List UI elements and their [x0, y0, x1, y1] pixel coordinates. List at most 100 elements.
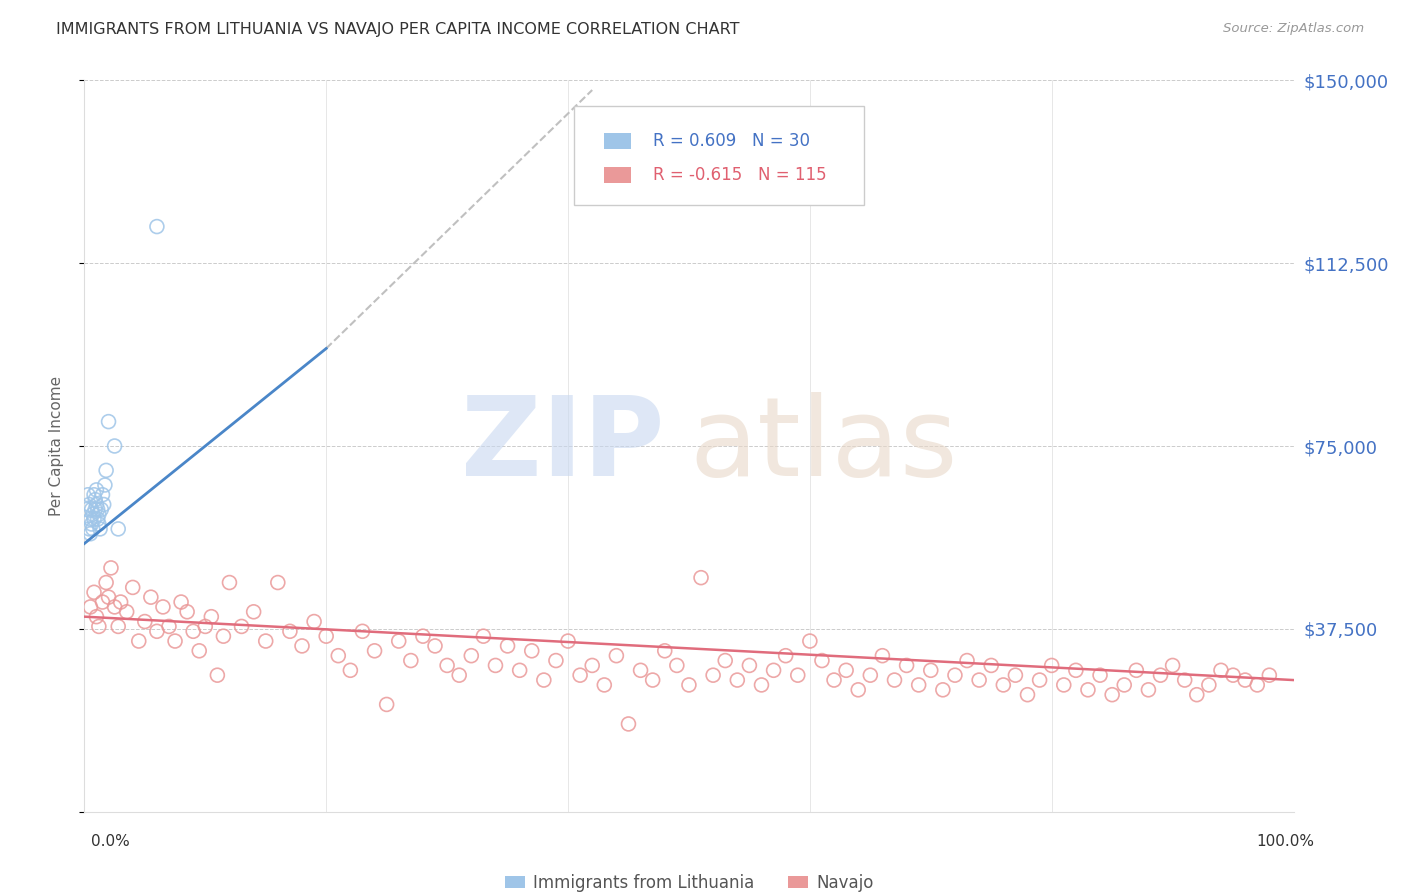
Point — [83, 585, 105, 599]
Point — [82, 522, 104, 536]
Point — [79, 599, 101, 614]
Point — [188, 644, 211, 658]
Point — [811, 654, 834, 668]
Text: 100.0%: 100.0% — [1257, 834, 1315, 849]
Point — [509, 663, 531, 677]
Point — [665, 658, 688, 673]
Point — [1053, 678, 1076, 692]
Point — [194, 619, 217, 633]
Point — [79, 512, 101, 526]
Point — [1040, 658, 1063, 673]
Point — [97, 415, 120, 429]
Point — [86, 609, 108, 624]
Point — [267, 575, 290, 590]
Point — [83, 512, 105, 526]
Point — [291, 639, 314, 653]
Point — [242, 605, 264, 619]
Point — [1258, 668, 1281, 682]
Point — [460, 648, 482, 663]
Point — [134, 615, 156, 629]
Point — [176, 605, 198, 619]
Point — [87, 508, 110, 522]
Point — [1017, 688, 1039, 702]
Point — [86, 512, 108, 526]
Point — [557, 634, 579, 648]
Point — [823, 673, 845, 687]
Text: 0.0%: 0.0% — [91, 834, 131, 849]
Point — [86, 498, 108, 512]
Point — [544, 654, 567, 668]
Point — [104, 599, 127, 614]
Point — [775, 648, 797, 663]
FancyBboxPatch shape — [605, 133, 631, 149]
Text: IMMIGRANTS FROM LITHUANIA VS NAVAJO PER CAPITA INCOME CORRELATION CHART: IMMIGRANTS FROM LITHUANIA VS NAVAJO PER … — [56, 22, 740, 37]
Point — [1234, 673, 1257, 687]
Point — [751, 678, 773, 692]
Point — [278, 624, 301, 639]
Point — [520, 644, 543, 658]
Text: R = -0.615   N = 115: R = -0.615 N = 115 — [652, 167, 827, 185]
Point — [200, 609, 222, 624]
Point — [121, 581, 143, 595]
Point — [846, 682, 869, 697]
Point — [146, 219, 169, 234]
Point — [352, 624, 374, 639]
Point — [484, 658, 506, 673]
Point — [533, 673, 555, 687]
Point — [436, 658, 458, 673]
Point — [139, 590, 162, 604]
Point — [87, 516, 110, 531]
Point — [207, 668, 229, 682]
Point — [1004, 668, 1026, 682]
Point — [932, 682, 955, 697]
Point — [956, 654, 979, 668]
Point — [1149, 668, 1171, 682]
Point — [714, 654, 737, 668]
Point — [799, 634, 821, 648]
Point — [302, 615, 325, 629]
Point — [80, 502, 103, 516]
Point — [128, 634, 150, 648]
Point — [835, 663, 858, 677]
Point — [859, 668, 882, 682]
Point — [593, 678, 616, 692]
Point — [605, 648, 627, 663]
Point — [678, 678, 700, 692]
Point — [896, 658, 918, 673]
Point — [97, 590, 120, 604]
Point — [872, 648, 894, 663]
Point — [254, 634, 277, 648]
Point — [762, 663, 785, 677]
Point — [786, 668, 808, 682]
Point — [87, 619, 110, 633]
Point — [654, 644, 676, 658]
Point — [82, 508, 104, 522]
Point — [170, 595, 193, 609]
Point — [907, 678, 929, 692]
Point — [1125, 663, 1147, 677]
Point — [943, 668, 966, 682]
Point — [1114, 678, 1136, 692]
Point — [1246, 678, 1268, 692]
Point — [449, 668, 471, 682]
Point — [1077, 682, 1099, 697]
Point — [86, 483, 108, 497]
Point — [1174, 673, 1197, 687]
Point — [94, 478, 117, 492]
Point — [725, 673, 748, 687]
Text: ZIP: ZIP — [461, 392, 665, 500]
Point — [423, 639, 446, 653]
Point — [1028, 673, 1050, 687]
Point — [412, 629, 434, 643]
Point — [152, 599, 174, 614]
Point — [89, 522, 111, 536]
Point — [94, 463, 117, 477]
Point — [363, 644, 385, 658]
Point — [231, 619, 253, 633]
Point — [617, 717, 640, 731]
Point — [967, 673, 990, 687]
Point — [328, 648, 350, 663]
Point — [80, 516, 103, 531]
Point — [77, 488, 100, 502]
Point — [77, 498, 100, 512]
